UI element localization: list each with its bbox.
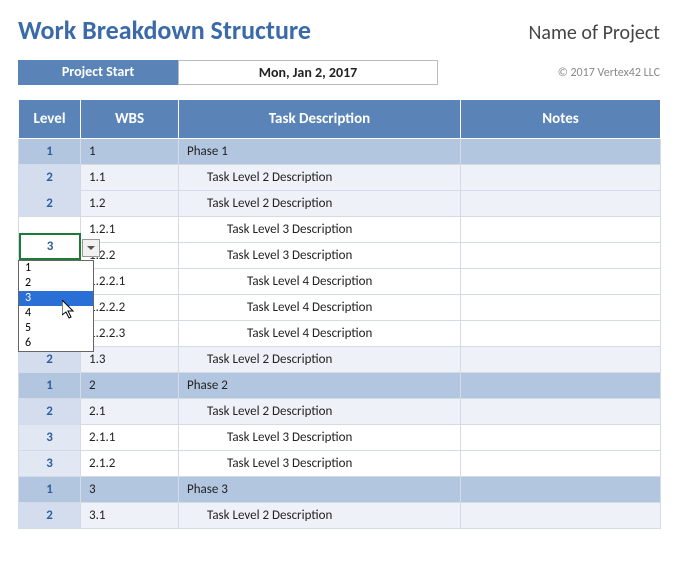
dropdown-option[interactable]: 6 — [19, 336, 93, 351]
notes-cell[interactable] — [461, 191, 661, 217]
chevron-down-icon — [86, 239, 96, 258]
table-row: 13Phase 3 — [19, 477, 661, 503]
dropdown-option[interactable]: 1 — [19, 261, 93, 276]
notes-cell[interactable] — [461, 269, 661, 295]
notes-cell[interactable] — [461, 425, 661, 451]
project-start-label: Project Start — [18, 60, 178, 85]
notes-cell[interactable] — [461, 295, 661, 321]
notes-cell[interactable] — [461, 373, 661, 399]
wbs-cell[interactable]: 1.1 — [81, 165, 179, 191]
notes-cell[interactable] — [461, 451, 661, 477]
task-cell[interactable]: Phase 3 — [179, 477, 461, 503]
wbs-cell[interactable]: 2.1.2 — [81, 451, 179, 477]
task-cell[interactable]: Task Level 2 Description — [179, 347, 461, 373]
notes-cell[interactable] — [461, 217, 661, 243]
task-cell[interactable]: Task Level 3 Description — [179, 217, 461, 243]
task-cell[interactable]: Phase 2 — [179, 373, 461, 399]
wbs-cell[interactable]: 2 — [81, 373, 179, 399]
table-row: 41.2.2.1Task Level 4 Description — [19, 269, 661, 295]
level-cell-selected[interactable]: 3 — [19, 233, 81, 260]
table-row: 23.1Task Level 2 Description — [19, 503, 661, 529]
table-row: 21.3Task Level 2 Description — [19, 347, 661, 373]
level-cell[interactable]: 2 — [19, 165, 81, 191]
task-cell[interactable]: Task Level 3 Description — [179, 425, 461, 451]
table-row: 32.1.1Task Level 3 Description — [19, 425, 661, 451]
level-cell[interactable]: 2 — [19, 399, 81, 425]
wbs-cell[interactable]: 2.1 — [81, 399, 179, 425]
table-row: 12Phase 2 — [19, 373, 661, 399]
table-row: 21.2Task Level 2 Description — [19, 191, 661, 217]
table-row: 32.1.2Task Level 3 Description — [19, 451, 661, 477]
level-cell[interactable]: 3 — [19, 451, 81, 477]
notes-cell[interactable] — [461, 477, 661, 503]
page-title: Work Breakdown Structure — [18, 14, 311, 46]
table-row: 31.2.1Task Level 3 Description — [19, 217, 661, 243]
wbs-cell[interactable]: 3.1 — [81, 503, 179, 529]
wbs-cell[interactable]: 1.3 — [81, 347, 179, 373]
wbs-cell[interactable]: 1.2 — [81, 191, 179, 217]
dropdown-option[interactable]: 4 — [19, 306, 93, 321]
task-cell[interactable]: Task Level 2 Description — [179, 399, 461, 425]
level-cell[interactable]: 1 — [19, 139, 81, 165]
wbs-cell[interactable]: 1.2.2.1 — [81, 269, 179, 295]
notes-cell[interactable] — [461, 139, 661, 165]
notes-cell[interactable] — [461, 243, 661, 269]
level-dropdown-list[interactable]: 123456 — [18, 260, 94, 352]
task-cell[interactable]: Task Level 3 Description — [179, 243, 461, 269]
dropdown-option[interactable]: 3 — [19, 291, 93, 306]
notes-cell[interactable] — [461, 347, 661, 373]
table-row: 21.1Task Level 2 Description — [19, 165, 661, 191]
task-cell[interactable]: Task Level 2 Description — [179, 165, 461, 191]
wbs-cell[interactable]: 1.2.2.2 — [81, 295, 179, 321]
table-row: 11Phase 1 — [19, 139, 661, 165]
project-start-date[interactable]: Mon, Jan 2, 2017 — [178, 60, 438, 85]
table-row: 41.2.2.2Task Level 4 Description — [19, 295, 661, 321]
task-cell[interactable]: Task Level 3 Description — [179, 451, 461, 477]
task-cell[interactable]: Task Level 4 Description — [179, 295, 461, 321]
col-header-wbs[interactable]: WBS — [81, 100, 179, 139]
wbs-table: Level WBS Task Description Notes 11Phase… — [18, 99, 661, 529]
level-cell[interactable]: 2 — [19, 191, 81, 217]
task-cell[interactable]: Phase 1 — [179, 139, 461, 165]
col-header-task[interactable]: Task Description — [179, 100, 461, 139]
notes-cell[interactable] — [461, 503, 661, 529]
level-cell[interactable]: 1 — [19, 477, 81, 503]
dropdown-option[interactable]: 5 — [19, 321, 93, 336]
level-cell-selected-value: 3 — [21, 235, 79, 258]
table-row: 22.1Task Level 2 Description — [19, 399, 661, 425]
level-cell[interactable]: 3 — [19, 425, 81, 451]
project-name: Name of Project — [528, 21, 660, 45]
notes-cell[interactable] — [461, 321, 661, 347]
dropdown-button[interactable] — [82, 239, 100, 257]
wbs-cell[interactable]: 1.2.2.3 — [81, 321, 179, 347]
dropdown-option[interactable]: 2 — [19, 276, 93, 291]
col-header-level[interactable]: Level — [19, 100, 81, 139]
task-cell[interactable]: Task Level 2 Description — [179, 191, 461, 217]
wbs-cell[interactable]: 2.1.1 — [81, 425, 179, 451]
wbs-cell[interactable]: 3 — [81, 477, 179, 503]
table-row: 31.2.2Task Level 3 Description — [19, 243, 661, 269]
col-header-notes[interactable]: Notes — [461, 100, 661, 139]
notes-cell[interactable] — [461, 165, 661, 191]
task-cell[interactable]: Task Level 2 Description — [179, 503, 461, 529]
wbs-cell[interactable]: 1 — [81, 139, 179, 165]
notes-cell[interactable] — [461, 399, 661, 425]
table-row: 41.2.2.3Task Level 4 Description — [19, 321, 661, 347]
level-cell[interactable]: 1 — [19, 373, 81, 399]
level-cell[interactable]: 2 — [19, 503, 81, 529]
copyright-text: © 2017 Vertex42 LLC — [438, 66, 660, 80]
task-cell[interactable]: Task Level 4 Description — [179, 269, 461, 295]
task-cell[interactable]: Task Level 4 Description — [179, 321, 461, 347]
